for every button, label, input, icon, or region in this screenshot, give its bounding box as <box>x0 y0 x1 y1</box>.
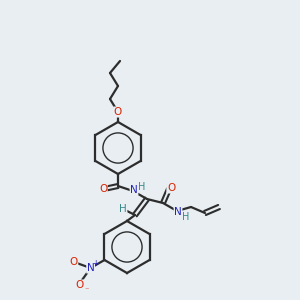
Text: N: N <box>87 263 94 273</box>
Text: +: + <box>92 260 99 268</box>
Text: O: O <box>76 280 84 290</box>
Text: O: O <box>167 183 175 193</box>
Text: H: H <box>138 182 146 192</box>
Text: N: N <box>174 207 182 217</box>
Text: H: H <box>182 212 190 222</box>
Text: H: H <box>119 204 127 214</box>
Text: O: O <box>114 107 122 117</box>
Text: N: N <box>130 185 138 195</box>
Text: O: O <box>70 257 78 267</box>
Text: O: O <box>99 184 107 194</box>
Text: ⁻: ⁻ <box>84 286 89 295</box>
